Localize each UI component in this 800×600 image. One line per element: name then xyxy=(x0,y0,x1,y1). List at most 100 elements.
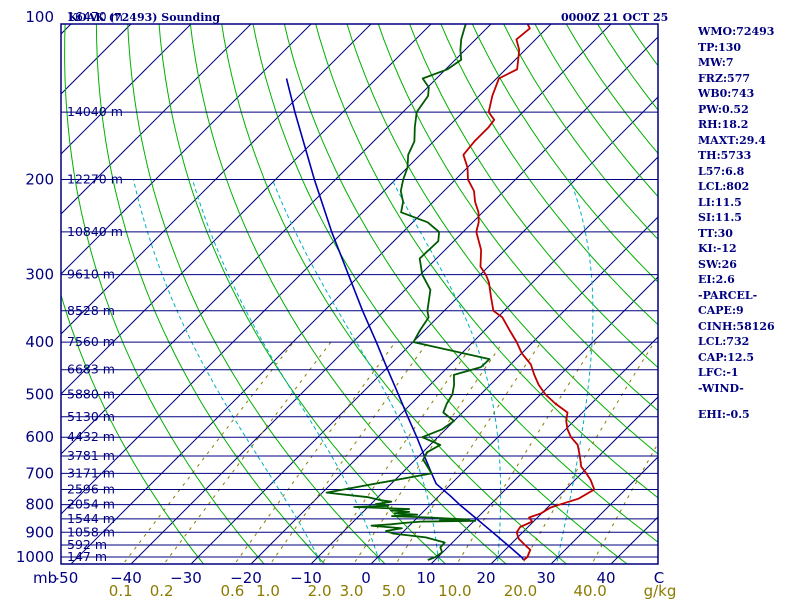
height-label: 12270 m xyxy=(67,172,123,187)
mixing-ratio-line xyxy=(321,341,475,564)
dry-adiabat-line xyxy=(315,24,658,499)
stat-item: LCL:802 xyxy=(698,180,750,193)
height-label: 14040 m xyxy=(67,104,123,119)
stat-item: MAXT:29.4 xyxy=(698,133,766,147)
dry-adiabat-line xyxy=(64,24,265,564)
moist-adiabat-line xyxy=(391,179,502,564)
isotherm-line xyxy=(61,24,492,455)
height-label: 3171 m xyxy=(67,465,115,480)
isotherm-line xyxy=(61,24,432,395)
stat-item: WMO:72493 xyxy=(698,25,775,38)
mixing-ratio-line xyxy=(234,341,396,564)
dry-adiabat-line xyxy=(127,24,386,564)
stat-item: LI:11.5 xyxy=(698,195,742,209)
stat-item: CINH:58126 xyxy=(698,319,775,333)
temperature-tick-label: −20 xyxy=(230,569,262,587)
temperature-tick-label: 20 xyxy=(476,569,495,587)
isotherm-line xyxy=(370,276,658,564)
mixing-ratio-tick-label: 5.0 xyxy=(382,582,406,600)
moist-adiabat-line xyxy=(133,179,323,564)
height-label: 592 m xyxy=(67,537,107,552)
station-title: KOAK (72493) Sounding xyxy=(68,11,220,24)
moist-adiabat-line xyxy=(555,179,594,564)
stat-item: MW:7 xyxy=(698,56,734,69)
temperature-tick-label: −30 xyxy=(170,569,202,587)
height-label: 9610 m xyxy=(67,267,115,282)
isotherm-line xyxy=(61,24,552,515)
isotherm-line xyxy=(61,24,192,155)
stat-item: -PARCEL- xyxy=(698,288,758,302)
temperature-tick-label: 10 xyxy=(416,569,435,587)
dry-adiabat-line xyxy=(189,24,507,564)
isotherm-line xyxy=(61,24,372,335)
isotherm-line xyxy=(61,24,312,275)
pressure-tick-label: 600 xyxy=(25,428,54,446)
dry-adiabat-line xyxy=(221,24,568,564)
pressure-tick-label: 900 xyxy=(25,523,54,541)
mixing-ratio-tick-label: 3.0 xyxy=(340,582,364,600)
temperature-tick-label: −40 xyxy=(110,569,142,587)
dry-adiabat-line xyxy=(346,24,658,455)
height-label: 8528 m xyxy=(67,303,115,318)
pressure-tick-label: 800 xyxy=(25,496,54,514)
plot-frame xyxy=(60,23,659,565)
mixing-ratio-unit-label: g/kg xyxy=(644,582,677,600)
temperature-tick-label: −10 xyxy=(290,569,322,587)
pressure-tick-label: 1000 xyxy=(16,548,54,566)
mixing-ratio-tick-label: 2.0 xyxy=(308,582,332,600)
stat-item: PW:0.52 xyxy=(698,102,749,116)
dry-adiabat-line xyxy=(440,24,658,326)
stat-item: WB0:743 xyxy=(698,87,755,100)
pressure-tick-label: 700 xyxy=(25,464,54,482)
stat-item: LCL:732 xyxy=(698,335,750,348)
mixing-ratio-tick-label: 0.1 xyxy=(109,582,133,600)
mixing-ratio-line xyxy=(122,341,294,564)
pressure-tick-label: 200 xyxy=(25,171,54,189)
parcel-path-line xyxy=(285,78,525,561)
isotherm-line xyxy=(130,36,658,564)
temperature-tick-label: 40 xyxy=(596,569,615,587)
stats-panel: WMO:72493 TP:130 MW:7 FRZ:577 WB0:743 PW:0.52… xyxy=(698,24,775,423)
dewpoint-line xyxy=(325,24,491,561)
dry-adiabat-line xyxy=(409,24,658,369)
pressure-tick-label: 300 xyxy=(25,266,54,284)
height-label: 5880 m xyxy=(67,386,115,401)
moist-adiabat-line xyxy=(192,179,381,564)
stat-item: TP:130 xyxy=(698,40,742,54)
dry-adiabat-line xyxy=(377,24,658,412)
mixing-ratio-line xyxy=(269,341,429,564)
stat-item: CAP:12.5 xyxy=(698,350,755,364)
height-label: 4432 m xyxy=(67,429,115,444)
height-label: 10840 m xyxy=(67,224,123,239)
dry-adiabat-line xyxy=(61,293,205,564)
height-label: 16470 m xyxy=(67,9,123,24)
isotherm-line xyxy=(490,396,658,564)
stat-item: EHI:-0.5 xyxy=(698,408,750,421)
stat-item: TT:30 xyxy=(698,226,733,240)
mixing-ratio-tick-label: 1.0 xyxy=(256,582,280,600)
stat-item: RH:18.2 xyxy=(698,118,749,131)
stat-item: KI:-12 xyxy=(698,242,737,255)
temperature-unit-label: C xyxy=(654,569,664,587)
temperature-tick-label: 0 xyxy=(361,569,371,587)
height-label: 7560 m xyxy=(67,334,115,349)
dry-adiabat-line xyxy=(95,24,326,564)
stat-item: CAPE:9 xyxy=(698,304,744,317)
dry-adiabat-line xyxy=(283,24,658,543)
isotherm-line xyxy=(190,96,658,564)
mixing-ratio-tick-label: 20.0 xyxy=(504,582,537,600)
dry-adiabat-line xyxy=(158,24,447,564)
height-label: 6683 m xyxy=(67,362,115,377)
mixing-ratio-tick-label: 0.2 xyxy=(150,582,174,600)
height-label: 1058 m xyxy=(67,524,115,539)
isotherm-line xyxy=(70,24,612,564)
height-label: 2054 m xyxy=(67,497,115,512)
stat-item: TH:5733 xyxy=(698,149,752,162)
stat-item: SI:11.5 xyxy=(698,211,742,224)
pressure-tick-label: 100 xyxy=(25,8,54,26)
height-label: 147 m xyxy=(67,549,107,564)
dry-adiabat-line xyxy=(252,24,628,564)
temperature-tick-label: -50 xyxy=(54,569,79,587)
height-label: 3781 m xyxy=(67,448,115,463)
